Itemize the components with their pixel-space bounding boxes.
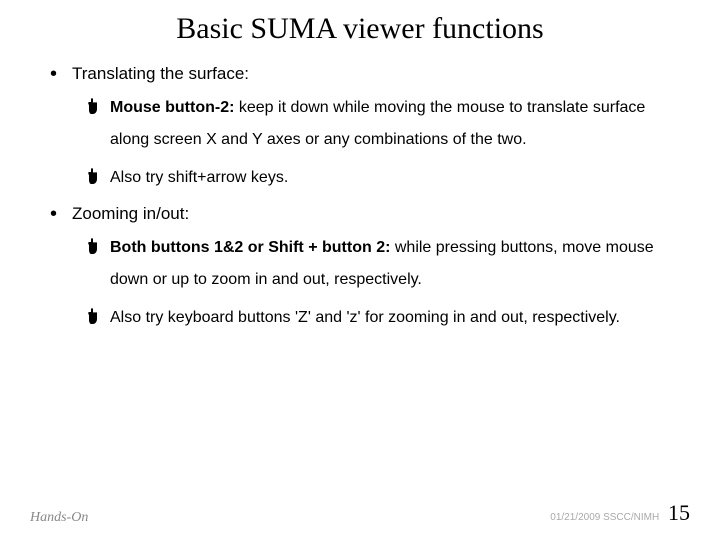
bullet-dot-icon: •	[50, 65, 57, 83]
slide-title: Basic SUMA viewer functions	[0, 0, 720, 54]
sub-text: Also try keyboard buttons 'Z' and 'z' fo…	[110, 309, 620, 326]
sub-list: Both buttons 1&2 or Shift + button 2: wh…	[50, 232, 680, 334]
sub-list: Mouse button-2: keep it down while movin…	[50, 92, 680, 194]
slide: Basic SUMA viewer functions • Translatin…	[0, 0, 720, 540]
footer-left-label: Hands-On	[30, 510, 88, 526]
bullet-zooming: • Zooming in/out:	[50, 204, 680, 224]
footer-date: 01/21/2009 SSCC/NIMH	[550, 512, 659, 523]
bullet-label: Translating the surface:	[72, 64, 249, 83]
bullet-label: Zooming in/out:	[72, 204, 189, 223]
hand-marker-icon	[88, 168, 98, 184]
sub-item: Mouse button-2: keep it down while movin…	[88, 92, 680, 156]
page-number: 15	[668, 500, 690, 525]
sub-item: Also try keyboard buttons 'Z' and 'z' fo…	[88, 302, 680, 334]
bullet-translating: • Translating the surface:	[50, 64, 680, 84]
hand-marker-icon	[88, 238, 98, 254]
hand-marker-icon	[88, 308, 98, 324]
sub-item: Also try shift+arrow keys.	[88, 162, 680, 194]
sub-bold: Both buttons 1&2 or Shift + button 2:	[110, 239, 390, 256]
sub-item: Both buttons 1&2 or Shift + button 2: wh…	[88, 232, 680, 296]
sub-text: Also try shift+arrow keys.	[110, 169, 288, 186]
slide-content: • Translating the surface: Mouse button-…	[0, 64, 720, 334]
bullet-dot-icon: •	[50, 205, 57, 223]
sub-bold: Mouse button-2:	[110, 99, 234, 116]
footer-right: 01/21/2009 SSCC/NIMH 15	[550, 500, 690, 526]
hand-marker-icon	[88, 98, 98, 114]
